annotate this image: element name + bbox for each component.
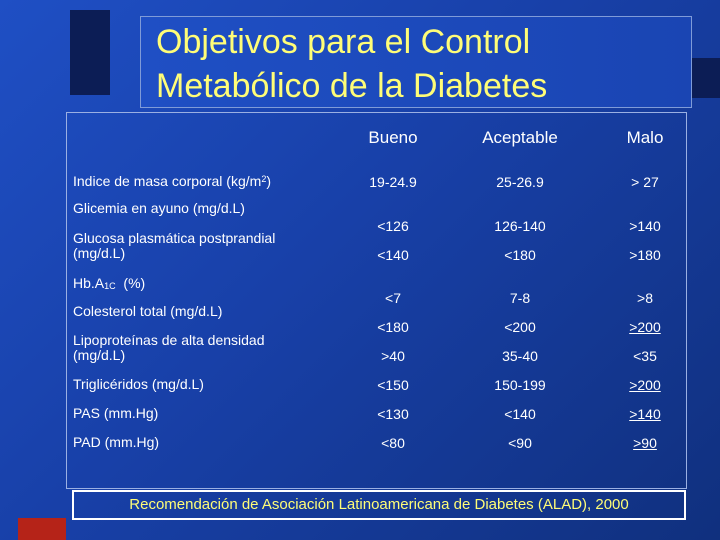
- cell-trigliceridos-malo: >200: [629, 377, 661, 393]
- decorative-bar-bottom: [18, 518, 66, 540]
- cell-glicemia-aceptable: 126-140: [494, 218, 546, 234]
- column-header-malo: Malo: [626, 128, 664, 147]
- table-frame: [66, 112, 687, 489]
- cell-hba1c-malo: >8: [637, 290, 653, 306]
- cell-imc-aceptable: 25-26.9: [496, 174, 544, 190]
- cell-glucosa-malo: >180: [629, 247, 661, 263]
- cell-pas-malo: >140: [629, 406, 661, 422]
- row-label-hba1c: Hb.A1C (%): [73, 275, 146, 292]
- row-label-glicemia: Glicemia en ayuno (mg/d.L): [73, 200, 245, 216]
- cell-hdl-aceptable: 35-40: [502, 348, 538, 364]
- cell-imc-malo: > 27: [631, 174, 659, 190]
- cell-trigliceridos-aceptable: 150-199: [494, 377, 546, 393]
- decorative-bar-top: [70, 10, 110, 95]
- row-label-pas: PAS (mm.Hg): [73, 405, 159, 421]
- row-label-glucosa: Glucosa plasmática postprandial (mg/d.L): [73, 231, 275, 261]
- cell-imc-bueno: 19-24.9: [369, 174, 417, 190]
- cell-hba1c-aceptable: 7-8: [509, 290, 531, 306]
- row-label-hba1c-sub: 1C: [104, 281, 116, 291]
- cell-hdl-malo: <35: [633, 348, 657, 364]
- cell-trigliceridos-bueno: <150: [377, 377, 409, 393]
- slide-title-line-1: Objetivos para el Control: [156, 23, 531, 61]
- row-label-imc-tail: ): [266, 173, 271, 189]
- row-label-hba1c-tail: (%): [115, 275, 146, 291]
- row-label-glucosa-line-2: (mg/d.L): [73, 245, 126, 261]
- row-label-imc-text: Indice de masa corporal (kg/m: [73, 173, 262, 189]
- row-label-glucosa-line-1: Glucosa plasmática postprandial: [73, 230, 276, 246]
- cell-hdl-bueno: >40: [381, 348, 405, 364]
- cell-colesterol-malo: >200: [629, 319, 661, 335]
- cell-pad-malo: >90: [633, 435, 657, 451]
- cell-glucosa-bueno: <140: [377, 247, 409, 263]
- column-header-bueno: Bueno: [368, 128, 418, 147]
- cell-pad-bueno: <80: [381, 435, 405, 451]
- footnote-source: Recomendación de Asociación Latinoameric…: [72, 490, 686, 520]
- row-label-hdl-line-2: (mg/d.L): [73, 347, 126, 363]
- row-label-hdl-line-1: Lipoproteínas de alta densidad: [73, 332, 265, 348]
- cell-pad-aceptable: <90: [508, 435, 532, 451]
- row-label-imc: Indice de masa corporal (kg/m2): [73, 174, 271, 189]
- cell-hba1c-bueno: <7: [385, 290, 401, 306]
- row-label-trigliceridos: Triglicéridos (mg/d.L): [73, 376, 204, 392]
- title-box: Objetivos para el Control Metabólico de …: [140, 16, 692, 108]
- cell-glicemia-bueno: <126: [377, 218, 409, 234]
- slide-title-line-2: Metabólico de la Diabetes: [156, 67, 548, 105]
- column-header-aceptable: Aceptable: [482, 128, 558, 147]
- row-label-colesterol: Colesterol total (mg/d.L): [73, 303, 223, 319]
- row-label-imc-sup: 2: [261, 174, 267, 184]
- cell-colesterol-aceptable: <200: [504, 319, 536, 335]
- cell-pas-aceptable: <140: [504, 406, 536, 422]
- cell-glicemia-malo: >140: [629, 218, 661, 234]
- cell-glucosa-aceptable: <180: [504, 247, 536, 263]
- cell-colesterol-bueno: <180: [377, 319, 409, 335]
- row-label-hdl: Lipoproteínas de alta densidad (mg/d.L): [73, 333, 264, 363]
- row-label-pad: PAD (mm.Hg): [73, 434, 160, 450]
- row-label-hba1c-text: Hb.A: [73, 275, 105, 291]
- cell-pas-bueno: <130: [377, 406, 409, 422]
